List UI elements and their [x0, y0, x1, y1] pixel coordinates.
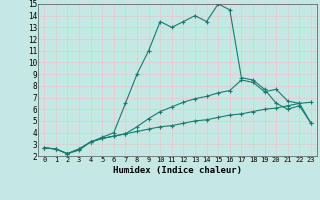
X-axis label: Humidex (Indice chaleur): Humidex (Indice chaleur) — [113, 166, 242, 175]
